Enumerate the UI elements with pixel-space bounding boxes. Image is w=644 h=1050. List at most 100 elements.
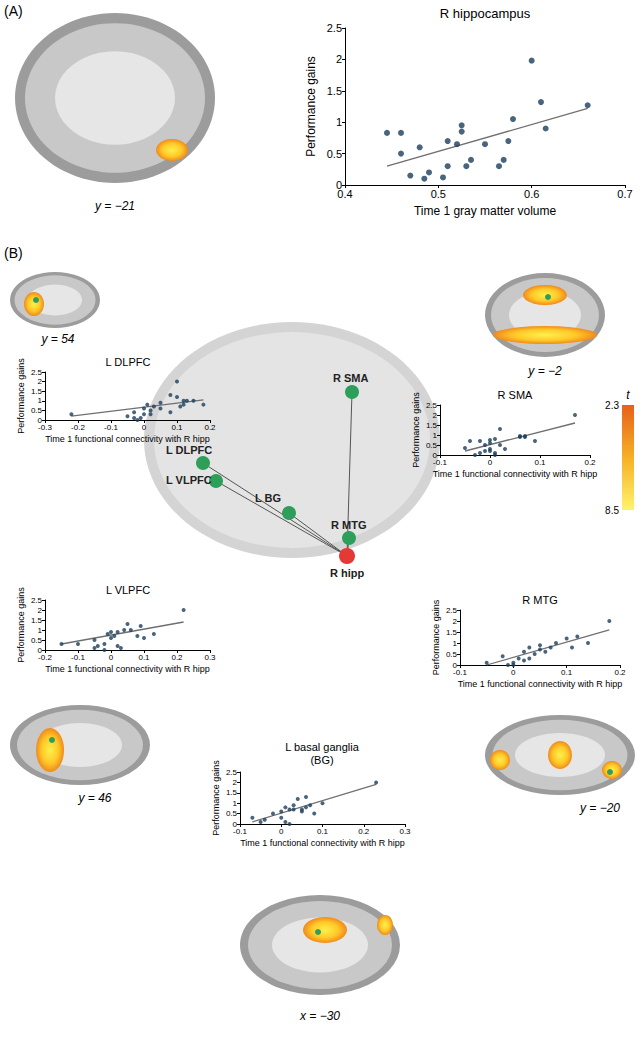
svg-text:R SMA: R SMA bbox=[498, 389, 534, 401]
svg-text:0.5: 0.5 bbox=[31, 636, 43, 645]
svg-text:0.7: 0.7 bbox=[617, 188, 632, 200]
svg-text:0: 0 bbox=[142, 423, 147, 432]
svg-text:Performance gains: Performance gains bbox=[304, 56, 318, 157]
svg-text:0.4: 0.4 bbox=[337, 188, 352, 200]
svg-text:0.2: 0.2 bbox=[358, 827, 370, 836]
svg-text:y = −21: y = −21 bbox=[94, 199, 135, 213]
svg-text:0.1: 0.1 bbox=[138, 653, 150, 662]
svg-text:0: 0 bbox=[109, 653, 114, 662]
svg-text:Time 1 gray matter volume: Time 1 gray matter volume bbox=[414, 204, 557, 218]
svg-text:-0.2: -0.2 bbox=[38, 653, 52, 662]
svg-text:2.5: 2.5 bbox=[226, 768, 238, 777]
svg-text:2: 2 bbox=[38, 606, 43, 615]
svg-text:0.2: 0.2 bbox=[171, 653, 183, 662]
svg-text:Time 1 functional connectivity: Time 1 functional connectivity with R hi… bbox=[458, 679, 623, 689]
svg-text:y = 46: y = 46 bbox=[77, 791, 111, 805]
svg-text:1.5: 1.5 bbox=[327, 85, 342, 97]
svg-text:L VLPFC: L VLPFC bbox=[166, 474, 212, 486]
svg-text:R MTG: R MTG bbox=[522, 594, 557, 606]
svg-text:Performance gains: Performance gains bbox=[431, 599, 441, 675]
svg-text:2.5: 2.5 bbox=[446, 606, 458, 615]
svg-text:-0.3: -0.3 bbox=[38, 423, 52, 432]
svg-text:Time 1 functional connectivity: Time 1 functional connectivity with R hi… bbox=[433, 469, 598, 479]
svg-text:0.3: 0.3 bbox=[204, 653, 216, 662]
svg-text:R MTG: R MTG bbox=[331, 519, 366, 531]
svg-text:0.5: 0.5 bbox=[226, 809, 238, 818]
svg-text:0.5: 0.5 bbox=[431, 188, 446, 200]
svg-text:y = −2: y = −2 bbox=[527, 364, 562, 378]
svg-text:2.5: 2.5 bbox=[426, 401, 438, 410]
svg-text:0.1: 0.1 bbox=[561, 668, 573, 677]
svg-text:0.2: 0.2 bbox=[614, 668, 626, 677]
svg-text:2.5: 2.5 bbox=[31, 368, 43, 377]
svg-text:-0.1: -0.1 bbox=[433, 458, 447, 467]
svg-text:(B): (B) bbox=[4, 245, 23, 261]
svg-text:(BG): (BG) bbox=[310, 754, 333, 766]
svg-text:0.3: 0.3 bbox=[399, 827, 411, 836]
svg-text:L DLPFC: L DLPFC bbox=[106, 356, 151, 368]
svg-text:0: 0 bbox=[432, 450, 437, 460]
svg-text:0.5: 0.5 bbox=[426, 441, 438, 450]
svg-text:y = −20: y = −20 bbox=[579, 801, 620, 815]
svg-text:1.5: 1.5 bbox=[446, 628, 458, 637]
svg-text:0: 0 bbox=[37, 645, 42, 655]
svg-text:2: 2 bbox=[453, 617, 458, 626]
svg-text:L VLPFC: L VLPFC bbox=[106, 584, 150, 596]
svg-text:2.5: 2.5 bbox=[327, 22, 342, 34]
svg-text:0.5: 0.5 bbox=[327, 148, 342, 160]
svg-text:-0.1: -0.1 bbox=[104, 423, 118, 432]
svg-text:Time 1 functional connectivity: Time 1 functional connectivity with R hi… bbox=[45, 664, 210, 674]
svg-text:1: 1 bbox=[336, 116, 342, 128]
svg-text:-0.1: -0.1 bbox=[453, 668, 467, 677]
svg-text:(A): (A) bbox=[4, 3, 23, 19]
svg-text:R SMA: R SMA bbox=[333, 372, 369, 384]
svg-text:2.5: 2.5 bbox=[31, 596, 43, 605]
svg-text:Performance gains: Performance gains bbox=[211, 760, 221, 836]
svg-text:1: 1 bbox=[233, 799, 238, 808]
svg-text:-0.2: -0.2 bbox=[71, 423, 85, 432]
svg-text:8.5: 8.5 bbox=[605, 505, 619, 516]
svg-text:1: 1 bbox=[38, 396, 43, 405]
svg-text:Time 1 functional connectivity: Time 1 functional connectivity with R hi… bbox=[45, 434, 210, 444]
svg-text:0.1: 0.1 bbox=[534, 458, 546, 467]
svg-text:0: 0 bbox=[335, 179, 342, 191]
svg-text:1.5: 1.5 bbox=[31, 616, 43, 625]
svg-text:2: 2 bbox=[233, 778, 238, 787]
svg-text:2: 2 bbox=[433, 411, 438, 420]
svg-text:0: 0 bbox=[488, 458, 493, 467]
svg-text:1.5: 1.5 bbox=[31, 387, 43, 396]
svg-text:Time 1 functional connectivity: Time 1 functional connectivity with R hi… bbox=[240, 838, 405, 848]
svg-text:y = 54: y = 54 bbox=[40, 332, 74, 346]
svg-text:R hippocampus: R hippocampus bbox=[440, 6, 531, 21]
svg-text:0.1: 0.1 bbox=[317, 827, 329, 836]
svg-text:Performance gains: Performance gains bbox=[16, 358, 26, 434]
svg-text:R hipp: R hipp bbox=[330, 567, 364, 579]
svg-text:2.3: 2.3 bbox=[605, 400, 619, 411]
svg-text:1.5: 1.5 bbox=[226, 788, 238, 797]
svg-text:0.2: 0.2 bbox=[204, 423, 216, 432]
svg-text:0: 0 bbox=[279, 827, 284, 836]
svg-text:1: 1 bbox=[38, 626, 43, 635]
svg-text:-0.1: -0.1 bbox=[71, 653, 85, 662]
svg-text:1: 1 bbox=[453, 639, 458, 648]
svg-text:1: 1 bbox=[433, 431, 438, 440]
svg-text:0.5: 0.5 bbox=[31, 406, 43, 415]
svg-text:0.6: 0.6 bbox=[524, 188, 539, 200]
svg-text:-0.1: -0.1 bbox=[233, 827, 247, 836]
svg-text:x = −30: x = −30 bbox=[299, 1009, 340, 1023]
svg-text:t: t bbox=[626, 388, 630, 402]
svg-text:0: 0 bbox=[232, 819, 237, 829]
svg-text:0.5: 0.5 bbox=[446, 650, 458, 659]
svg-text:0: 0 bbox=[511, 668, 516, 677]
svg-text:L BG: L BG bbox=[255, 492, 281, 504]
svg-text:L DLPFC: L DLPFC bbox=[166, 444, 212, 456]
svg-text:Performance gains: Performance gains bbox=[16, 587, 26, 663]
svg-text:2: 2 bbox=[38, 377, 43, 386]
svg-text:2: 2 bbox=[336, 53, 342, 65]
svg-text:0: 0 bbox=[37, 415, 42, 425]
svg-text:0.2: 0.2 bbox=[584, 458, 596, 467]
svg-text:Performance gains: Performance gains bbox=[411, 392, 421, 468]
svg-text:0.1: 0.1 bbox=[171, 423, 183, 432]
svg-text:1.5: 1.5 bbox=[426, 421, 438, 430]
svg-text:L basal ganglia: L basal ganglia bbox=[285, 741, 359, 753]
